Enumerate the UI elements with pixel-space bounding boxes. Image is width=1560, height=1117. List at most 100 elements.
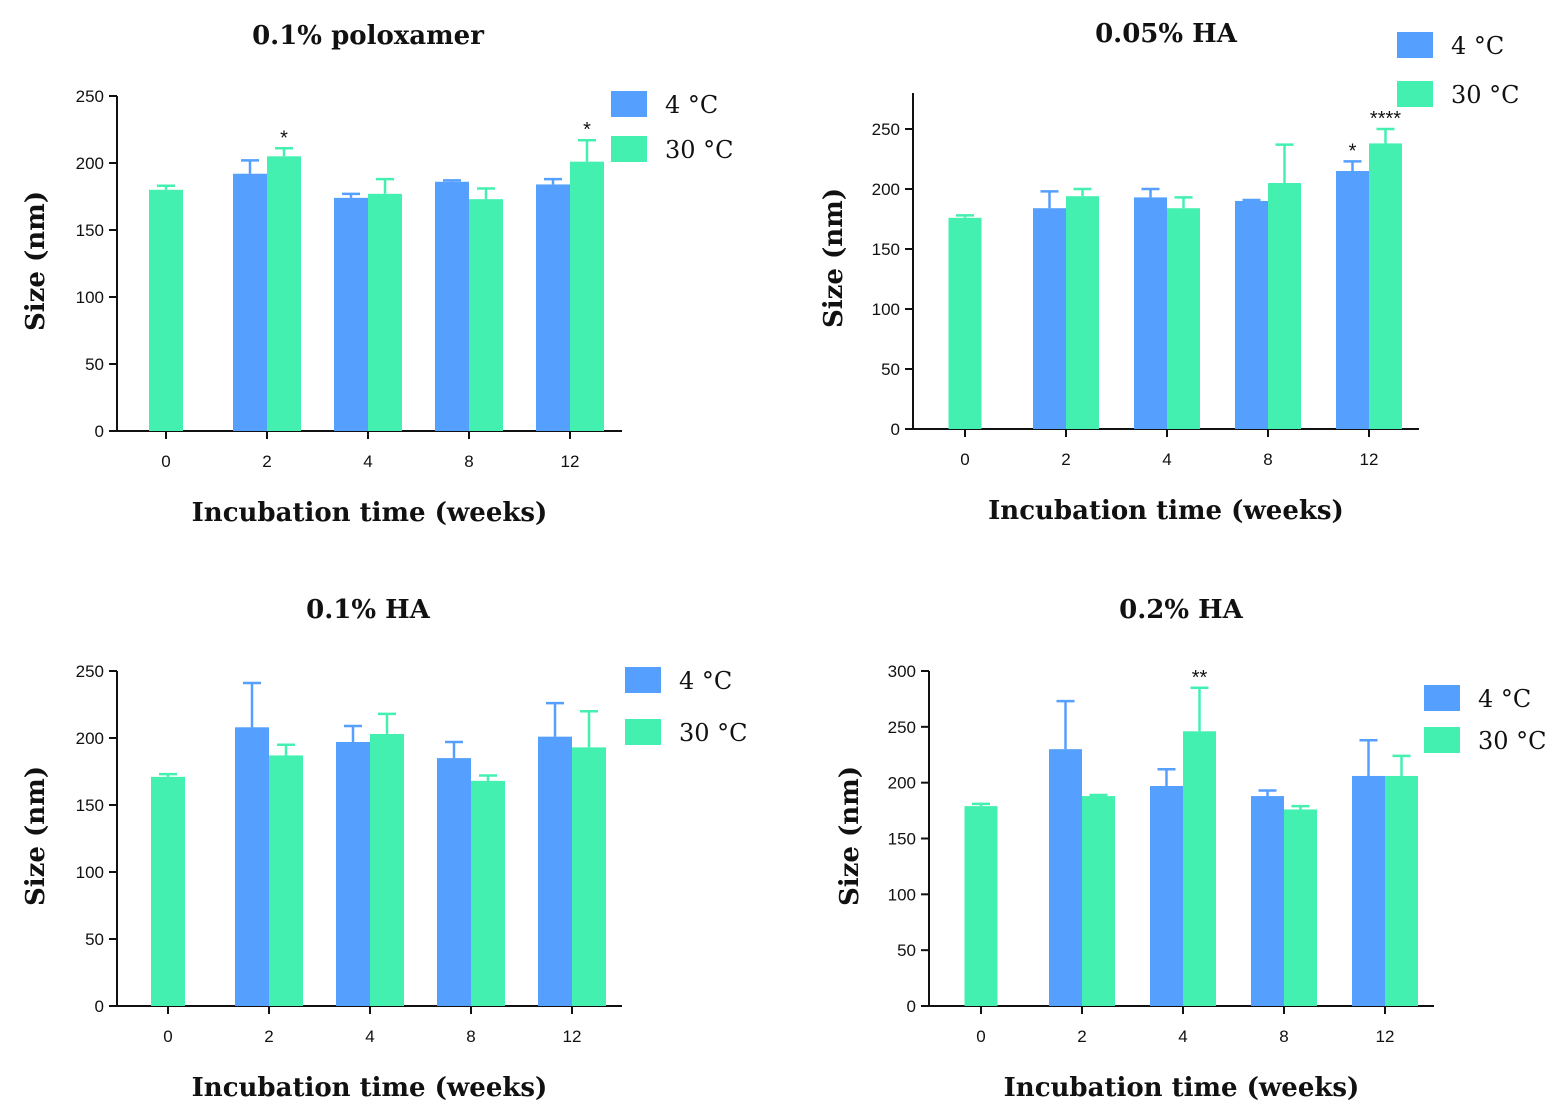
bar-4c-week-2	[1049, 749, 1082, 1006]
bar-4c-week-12	[1352, 775, 1385, 1006]
x-tick-label: 8	[1279, 1027, 1288, 1046]
legend-swatch-4c	[611, 91, 647, 117]
legend-swatch-30c	[625, 719, 661, 745]
y-tick-label: 250	[76, 87, 104, 106]
bar-30c-week-0	[149, 189, 183, 431]
y-axis-label: Size (nm)	[21, 191, 51, 331]
x-axis-label: Incubation time (weeks)	[192, 1073, 548, 1103]
y-tick-label: 200	[76, 729, 104, 748]
bar-4c-week-4	[1134, 197, 1167, 429]
x-tick-label: 8	[1263, 450, 1272, 469]
legend-label-30c: 30 °C	[1451, 81, 1520, 109]
x-tick-label: 0	[161, 452, 170, 471]
chart-title: 0.1% poloxamer	[252, 21, 484, 51]
x-axis-label: Incubation time (weeks)	[192, 498, 548, 528]
x-tick-label: 4	[1178, 1027, 1187, 1046]
x-tick-label: 8	[464, 452, 473, 471]
legend-swatch-30c	[1397, 81, 1433, 107]
y-tick-label: 0	[95, 997, 104, 1016]
y-tick-label: 100	[76, 863, 104, 882]
y-tick-label: 50	[85, 355, 104, 374]
chart-panel-2: 0.05% HA 0 50 100 150 200 250 Size (nm) Incubati…	[819, 19, 1520, 526]
bar-30c-week-0	[948, 217, 982, 429]
bar-30c-week-4	[370, 733, 404, 1006]
bar-4c-week-8	[437, 758, 471, 1006]
legend-label-4c: 4 °C	[1478, 685, 1531, 713]
chart-panel-3: 0.1% HA 0 50 100 150 200 250 Size (nm) Incubatio…	[21, 595, 748, 1103]
y-tick-label: 150	[76, 221, 104, 240]
legend-label-4c: 4 °C	[679, 667, 732, 695]
x-tick-label: 2	[1077, 1027, 1086, 1046]
bar-30c-week-8	[1284, 809, 1317, 1006]
y-tick-label: 200	[888, 774, 916, 793]
y-tick-label: 200	[76, 154, 104, 173]
x-tick-label: 0	[976, 1027, 985, 1046]
y-axis-label: Size (nm)	[835, 766, 865, 906]
y-axis-label: Size (nm)	[21, 766, 51, 906]
bar-30c-week-4	[368, 193, 402, 431]
legend-swatch-4c	[1397, 32, 1433, 58]
y-tick-label: 100	[76, 288, 104, 307]
x-tick-label: 4	[365, 1027, 374, 1046]
y-tick-label: 100	[888, 885, 916, 904]
bar-4c-week-4	[1150, 786, 1183, 1006]
x-tick-label: 12	[561, 452, 580, 471]
legend-label-4c: 4 °C	[1451, 32, 1504, 60]
bar-30c-week-0	[151, 776, 185, 1006]
y-tick-label: 50	[85, 930, 104, 949]
bar-4c-week-12	[536, 184, 570, 431]
bar-4c-week-12	[1336, 171, 1369, 429]
bar-4c-week-8	[435, 181, 469, 431]
bar-4c-week-2	[235, 727, 269, 1006]
y-tick-label: 300	[888, 662, 916, 681]
y-tick-label: 0	[891, 420, 900, 439]
y-tick-label: 250	[888, 718, 916, 737]
x-axis-label: Incubation time (weeks)	[988, 496, 1344, 526]
bar-30c-week-0	[964, 806, 998, 1006]
legend-label-30c: 30 °C	[1478, 727, 1547, 755]
y-tick-label: 150	[888, 830, 916, 849]
significance-annotation: *	[583, 119, 591, 141]
bar-4c-week-4	[334, 197, 368, 431]
legend-label-30c: 30 °C	[679, 719, 748, 747]
bar-30c-week-8	[471, 780, 505, 1006]
legend-label-4c: 4 °C	[665, 91, 718, 119]
x-tick-label: 4	[1162, 450, 1171, 469]
y-tick-label: 50	[897, 941, 916, 960]
chart-panel-1: 0.1% poloxamer 0 50 100 150 200 250 Size (nm) In…	[21, 21, 734, 528]
y-tick-label: 200	[872, 180, 900, 199]
chart-title: 0.05% HA	[1095, 19, 1238, 49]
significance-annotation: *	[1349, 140, 1357, 162]
bar-30c-week-2	[1082, 796, 1115, 1006]
legend-swatch-30c	[611, 136, 647, 162]
x-tick-label: 12	[1376, 1027, 1395, 1046]
y-tick-label: 150	[76, 796, 104, 815]
bar-30c-week-12	[1385, 775, 1418, 1006]
chart-title: 0.2% HA	[1119, 595, 1244, 625]
y-tick-label: 250	[872, 120, 900, 139]
bar-30c-week-12	[1369, 143, 1402, 429]
x-tick-label: 8	[466, 1027, 475, 1046]
legend-label-30c: 30 °C	[665, 136, 734, 164]
x-tick-label: 2	[262, 452, 271, 471]
legend-swatch-4c	[625, 667, 661, 693]
x-tick-label: 4	[363, 452, 372, 471]
x-tick-label: 2	[264, 1027, 273, 1046]
bar-4c-week-8	[1235, 201, 1268, 429]
x-tick-label: 2	[1061, 450, 1070, 469]
x-axis-label: Incubation time (weeks)	[1004, 1073, 1360, 1103]
significance-annotation: ****	[1370, 108, 1401, 130]
x-tick-label: 0	[163, 1027, 172, 1046]
bar-4c-week-2	[1033, 208, 1066, 429]
bar-4c-week-12	[538, 736, 572, 1006]
y-tick-label: 250	[76, 662, 104, 681]
bar-30c-week-2	[269, 755, 303, 1006]
bar-30c-week-12	[572, 747, 606, 1006]
bar-30c-week-12	[570, 161, 604, 431]
bar-4c-week-4	[336, 742, 370, 1006]
legend-swatch-30c	[1424, 727, 1460, 753]
chart-title: 0.1% HA	[306, 595, 431, 625]
significance-annotation: **	[1192, 667, 1208, 689]
